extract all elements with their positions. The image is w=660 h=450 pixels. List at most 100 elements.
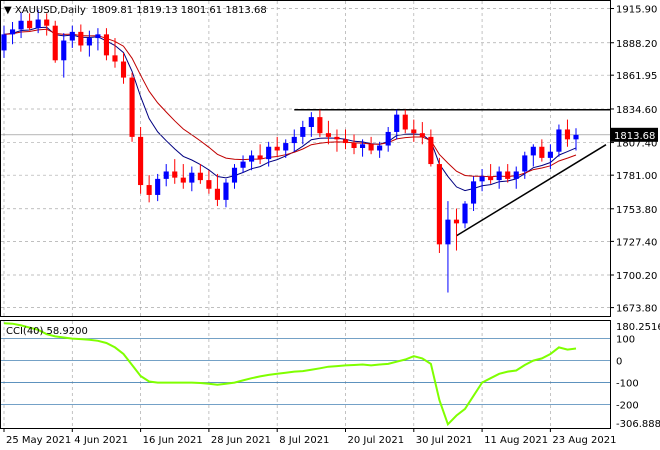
bullish-candle bbox=[223, 178, 229, 208]
bearish-candle bbox=[453, 208, 460, 251]
bearish-candle bbox=[539, 139, 545, 162]
candle-body bbox=[488, 176, 494, 181]
cci-max-label: 180.2516 bbox=[616, 322, 660, 333]
candle-body bbox=[249, 155, 255, 162]
bearish-candle bbox=[44, 13, 50, 36]
indicator-name: CCI(40) bbox=[6, 326, 44, 337]
dropdown-triangle-icon: ▼ bbox=[4, 5, 15, 16]
bullish-candle bbox=[291, 129, 297, 152]
bullish-candle bbox=[163, 164, 169, 187]
candle-body bbox=[163, 171, 169, 179]
bullish-candle bbox=[394, 109, 400, 140]
y-tick-label: 1781.00 bbox=[616, 171, 657, 182]
bullish-candle bbox=[61, 33, 67, 78]
candle-body bbox=[180, 177, 186, 183]
candle-body bbox=[462, 203, 468, 224]
bearish-candle bbox=[317, 109, 323, 137]
candle-body bbox=[505, 171, 511, 179]
x-tick-label: 28 Jun 2021 bbox=[211, 435, 271, 446]
bullish-candle bbox=[462, 201, 468, 229]
x-tick-label: 4 Jun 2021 bbox=[74, 435, 128, 446]
bearish-candle bbox=[180, 164, 186, 189]
candle-body bbox=[266, 146, 272, 160]
candle-body bbox=[291, 136, 297, 144]
bearish-candle bbox=[52, 20, 58, 63]
candle-body bbox=[240, 161, 246, 168]
y-tick-label: 1861.95 bbox=[616, 71, 657, 82]
candle-body bbox=[103, 34, 110, 56]
bearish-candle bbox=[368, 136, 374, 155]
candle-body bbox=[360, 144, 366, 148]
candle-body bbox=[522, 155, 528, 172]
x-tick-label: 20 Jul 2021 bbox=[347, 435, 404, 446]
candle-body bbox=[325, 133, 331, 137]
candle-body bbox=[428, 136, 434, 165]
candle-body bbox=[377, 145, 383, 151]
candle-body bbox=[231, 167, 238, 183]
bearish-candle bbox=[334, 129, 340, 152]
candle-body bbox=[564, 129, 571, 140]
bullish-candle bbox=[240, 155, 246, 173]
candle-body bbox=[274, 146, 280, 151]
candle-body bbox=[35, 19, 41, 29]
bearish-candle bbox=[112, 38, 118, 68]
bullish-candle bbox=[360, 139, 366, 157]
bearish-candle bbox=[197, 164, 203, 184]
bullish-candle bbox=[189, 166, 195, 192]
candles[interactable] bbox=[1, 9, 579, 293]
bearish-candle bbox=[129, 72, 135, 142]
candle-body bbox=[61, 40, 67, 61]
candle-body bbox=[78, 31, 84, 46]
candle-body bbox=[436, 164, 442, 245]
candle-body bbox=[172, 171, 178, 178]
last-price-label: 1813.68 bbox=[614, 131, 655, 142]
cci-level-label: 100 bbox=[616, 335, 635, 346]
candle-body bbox=[86, 38, 92, 46]
cci-level-label: -200 bbox=[616, 401, 639, 412]
bullish-candle bbox=[69, 25, 75, 48]
y-tick-label: 1807.40 bbox=[616, 139, 657, 150]
bullish-candle bbox=[547, 144, 553, 169]
y-tick-label: 1673.80 bbox=[616, 304, 657, 315]
candle-body bbox=[308, 117, 314, 127]
bearish-candle bbox=[103, 28, 110, 61]
candle-body bbox=[146, 185, 152, 195]
candle-body bbox=[530, 146, 536, 156]
candle-body bbox=[138, 136, 144, 186]
cci-line bbox=[3, 322, 577, 427]
bearish-candle bbox=[138, 127, 144, 194]
bearish-candle bbox=[411, 119, 417, 142]
candle-body bbox=[44, 19, 50, 26]
candle-body bbox=[411, 129, 417, 134]
support-trendline bbox=[456, 144, 607, 237]
candle-body bbox=[18, 20, 24, 30]
y-tick-label: 1888.20 bbox=[616, 39, 657, 50]
candle-body bbox=[214, 188, 220, 200]
candle-body bbox=[479, 176, 485, 182]
candle-body bbox=[334, 136, 340, 140]
bullish-candle bbox=[513, 166, 519, 189]
bullish-candle bbox=[470, 176, 477, 211]
bullish-candle bbox=[86, 30, 92, 57]
bearish-candle bbox=[428, 129, 434, 167]
bearish-candle bbox=[436, 157, 442, 253]
last-price-tag bbox=[610, 127, 658, 142]
candle-body bbox=[223, 182, 229, 200]
bullish-candle bbox=[445, 201, 451, 293]
bearish-candle bbox=[27, 13, 33, 31]
y-tick-label: 1700.20 bbox=[616, 271, 657, 282]
y-tick-label: 1834.60 bbox=[616, 105, 657, 116]
bearish-candle bbox=[505, 164, 511, 183]
candle-body bbox=[52, 25, 58, 61]
candle-body bbox=[257, 155, 263, 160]
bullish-candle bbox=[530, 144, 536, 167]
candle-body bbox=[394, 114, 400, 132]
candle-body bbox=[402, 114, 408, 130]
bearish-candle bbox=[325, 120, 331, 145]
bearish-candle bbox=[419, 122, 425, 145]
candle-body bbox=[283, 143, 289, 151]
candle-body bbox=[112, 55, 118, 62]
bearish-candle bbox=[172, 159, 178, 184]
x-tick-label: 25 May 2021 bbox=[6, 435, 71, 446]
